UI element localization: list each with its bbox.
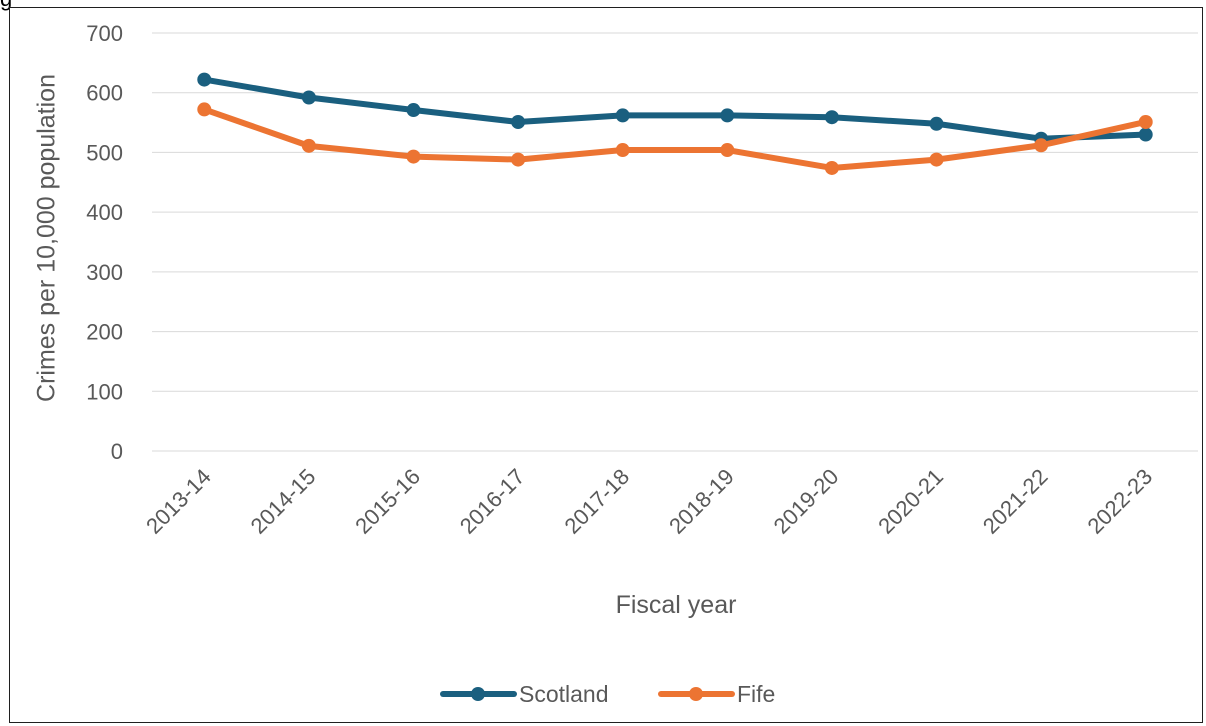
legend-label: Scotland	[519, 681, 609, 707]
data-point	[511, 152, 526, 167]
y-tick-label: 100	[86, 379, 123, 404]
y-tick-label: 400	[86, 200, 123, 225]
y-tick-label: 200	[86, 320, 123, 345]
x-tick-label: 2022-23	[1082, 464, 1157, 539]
chart-frame: 0 100 200 300 400 500 600 700 2013-14 2014-15 201…	[9, 7, 1203, 723]
data-point	[1034, 138, 1049, 153]
x-tick-label: 2018-19	[664, 464, 739, 539]
legend-marker	[471, 687, 485, 701]
x-tick-label: 2016-17	[455, 464, 530, 539]
data-point	[406, 103, 421, 118]
cut-off-header-text: g	[0, 0, 12, 12]
y-tick-label: 0	[111, 439, 123, 464]
x-tick-label: 2019-20	[769, 464, 844, 539]
x-tick-label: 2017-18	[559, 464, 634, 539]
legend-item-scotland: Scotland	[440, 681, 609, 707]
data-point	[301, 90, 316, 105]
gridlines	[152, 32, 1198, 452]
data-point	[197, 72, 212, 87]
series-fife	[197, 102, 1153, 175]
data-point	[720, 108, 735, 123]
y-axis-title: Crimes per 10,000 population	[33, 74, 61, 402]
data-point	[406, 149, 421, 164]
legend: Scotland Fife	[440, 681, 775, 707]
data-point	[615, 108, 630, 123]
x-axis-ticks: 2013-14 2014-15 2015-16 2016-17 2017-18 2018-…	[141, 464, 1157, 539]
data-point	[197, 102, 212, 117]
legend-label: Fife	[737, 681, 775, 707]
data-point	[511, 114, 526, 129]
y-tick-label: 600	[86, 81, 123, 106]
y-tick-label: 300	[86, 260, 123, 285]
y-tick-label: 700	[86, 21, 123, 46]
x-tick-label: 2013-14	[141, 464, 216, 539]
x-tick-label: 2021-22	[978, 464, 1053, 539]
series-line	[201, 106, 1149, 171]
data-point	[824, 160, 839, 175]
legend-item-fife: Fife	[658, 681, 775, 707]
data-point	[1138, 127, 1153, 142]
series-line	[201, 76, 1149, 142]
y-axis-ticks: 0 100 200 300 400 500 600 700	[86, 21, 123, 464]
data-point	[929, 116, 944, 131]
x-axis-title: Fiscal year	[616, 591, 737, 619]
series-scotland	[197, 72, 1153, 146]
data-point	[929, 152, 944, 167]
data-point	[1138, 114, 1153, 129]
series-layer	[197, 72, 1153, 175]
data-point	[615, 143, 630, 158]
x-tick-label: 2014-15	[246, 464, 321, 539]
data-point	[301, 138, 316, 153]
data-point	[824, 110, 839, 125]
x-tick-label: 2015-16	[350, 464, 425, 539]
legend-marker	[689, 687, 703, 701]
x-tick-label: 2020-21	[873, 464, 948, 539]
y-tick-label: 500	[86, 140, 123, 165]
data-point	[720, 143, 735, 158]
